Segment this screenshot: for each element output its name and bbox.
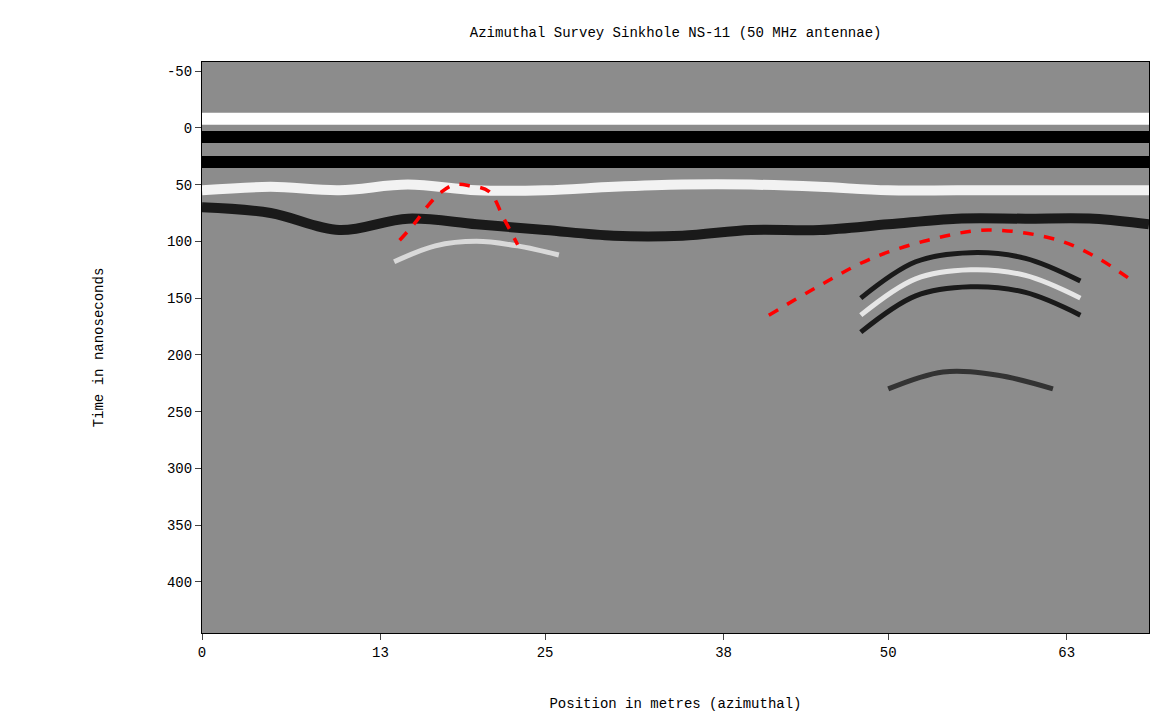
svg-text:Time in nanoseconds: Time in nanoseconds — [91, 268, 107, 428]
svg-text:Position in metres (azimuthal): Position in metres (azimuthal) — [549, 696, 801, 712]
svg-text:300: 300 — [167, 461, 192, 477]
svg-text:0: 0 — [184, 121, 192, 137]
svg-text:250: 250 — [167, 405, 192, 421]
svg-text:63: 63 — [1058, 645, 1075, 661]
svg-text:350: 350 — [167, 518, 192, 534]
svg-text:200: 200 — [167, 348, 192, 364]
svg-text:0: 0 — [198, 645, 206, 661]
svg-text:100: 100 — [167, 234, 192, 250]
svg-text:150: 150 — [167, 291, 192, 307]
svg-text:400: 400 — [167, 575, 192, 591]
svg-text:50: 50 — [175, 178, 192, 194]
svg-text:-50: -50 — [167, 64, 192, 80]
svg-text:Azimuthal Survey Sinkhole NS-1: Azimuthal Survey Sinkhole NS-11 (50 MHz … — [470, 25, 882, 41]
svg-text:50: 50 — [880, 645, 897, 661]
svg-text:38: 38 — [715, 645, 732, 661]
svg-text:25: 25 — [537, 645, 554, 661]
svg-text:13: 13 — [372, 645, 389, 661]
